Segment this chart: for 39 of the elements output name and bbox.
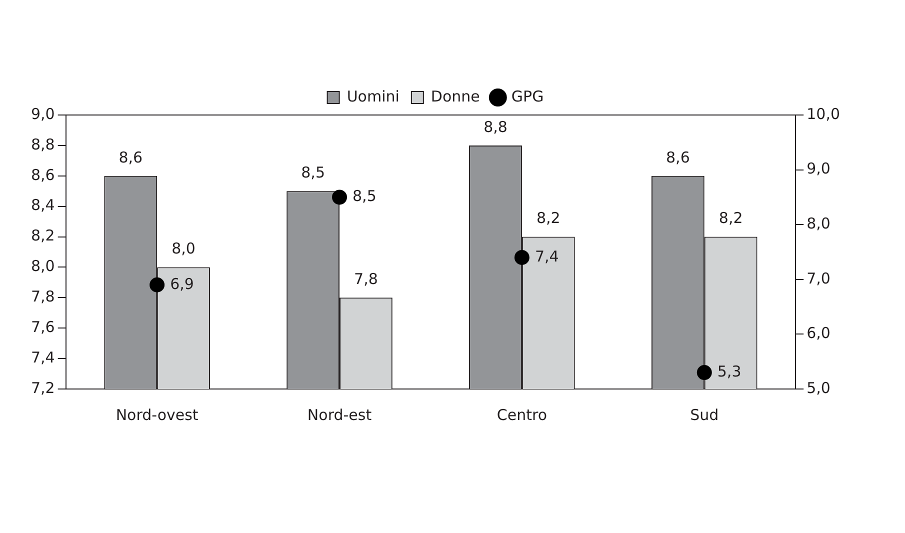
data-label: 8,2 bbox=[718, 209, 743, 228]
y2-tick-label: 10,0 bbox=[806, 104, 840, 123]
data-label: 8,0 bbox=[172, 240, 196, 258]
y-tick-label: 8,2 bbox=[30, 226, 55, 245]
point bbox=[332, 190, 348, 205]
x-tick-label: Nord-est bbox=[307, 406, 372, 424]
x-tick-label: Nord-ovest bbox=[116, 406, 198, 424]
data-label: 5,3 bbox=[717, 362, 742, 380]
data-label: 8,2 bbox=[536, 209, 560, 228]
y-tick-label: 7,2 bbox=[30, 378, 55, 397]
y-tick-label: 9,0 bbox=[30, 104, 55, 123]
y2-tick-label: 9,0 bbox=[806, 160, 830, 178]
data-label: 8,5 bbox=[301, 164, 325, 182]
y-tick-label: 8,6 bbox=[30, 166, 55, 184]
y2-tick-label: 8,0 bbox=[806, 214, 830, 232]
point bbox=[514, 250, 530, 265]
y-tick-label: 8,0 bbox=[30, 257, 55, 276]
point bbox=[696, 365, 712, 380]
y2-tick-label: 7,0 bbox=[806, 269, 830, 288]
y-tick-label: 8,4 bbox=[30, 196, 55, 214]
legend-label: Donne bbox=[430, 87, 480, 106]
y-tick-label: 8,8 bbox=[30, 135, 55, 154]
data-label: 8,6 bbox=[118, 148, 143, 166]
y-tick-label: 7,8 bbox=[30, 288, 55, 306]
data-label: 8,5 bbox=[352, 187, 376, 206]
legend-label: GPG bbox=[511, 87, 544, 106]
y-tick-label: 7,4 bbox=[30, 348, 55, 366]
data-label: 7,4 bbox=[534, 247, 559, 266]
x-tick-label: Centro bbox=[496, 406, 547, 424]
point bbox=[150, 277, 165, 292]
y2-tick-label: 6,0 bbox=[806, 324, 830, 342]
data-label: 8,6 bbox=[666, 148, 690, 166]
data-label: 7,8 bbox=[354, 270, 378, 288]
y2-tick-label: 5,0 bbox=[806, 378, 830, 397]
x-tick-label: Sud bbox=[690, 406, 719, 424]
legend-label: Uomini bbox=[346, 87, 400, 106]
y-tick-label: 7,6 bbox=[30, 318, 55, 336]
data-label: 6,9 bbox=[170, 274, 194, 293]
data-label: 8,8 bbox=[484, 118, 508, 136]
